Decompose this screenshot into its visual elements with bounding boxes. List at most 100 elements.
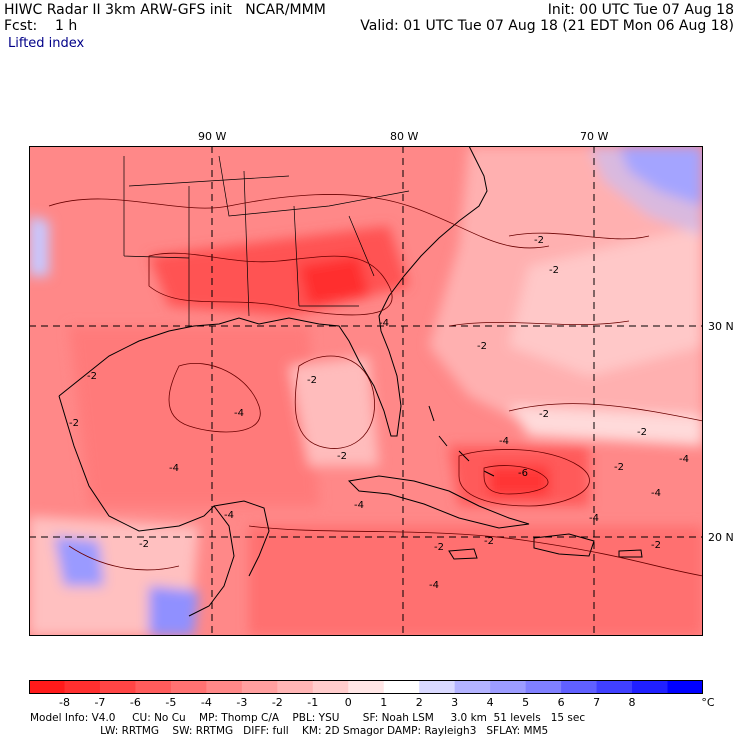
colorbar-tick-label: 6 — [557, 696, 565, 709]
colorbar — [29, 680, 703, 694]
colorbar-tick-label: -8 — [58, 696, 70, 709]
field-region-stable-band — [509, 406, 703, 446]
colorbar-tick-label: 4 — [486, 696, 494, 709]
colorbar-swatch — [667, 680, 703, 694]
contour-line-e — [294, 355, 375, 449]
colorbar-swatch — [419, 680, 456, 694]
contour-line-a — [48, 194, 550, 249]
contour-label: -4 — [169, 463, 179, 474]
field-region-atlantic-lighter — [509, 226, 703, 376]
colorbar-unit: °C — [701, 696, 715, 709]
colorbar-tick-label: -1 — [307, 696, 319, 709]
lon-label-90w: 90 W — [198, 130, 227, 143]
colorbar-swatch — [632, 680, 669, 694]
colorbar-swatch — [206, 680, 243, 694]
contour-label: -2 — [139, 539, 149, 550]
contour-label: -2 — [69, 418, 79, 429]
colorbar-swatch — [348, 680, 385, 694]
contour-label: -4 — [234, 408, 244, 419]
contour-line-i — [68, 545, 180, 571]
field-region-texas-stable — [29, 216, 49, 276]
header-title-left: HIWC Radar II 3km ARW-GFS init NCAR/MMM — [4, 2, 326, 18]
colorbar-swatch — [241, 680, 278, 694]
contour-label: -4 — [379, 318, 389, 329]
contour-label: -2 — [549, 265, 559, 276]
colorbar-tick-label: 7 — [593, 696, 601, 709]
contour-label: -4 — [224, 510, 234, 521]
colorbar-swatch — [277, 680, 314, 694]
contour-line-b — [148, 252, 393, 316]
colorbar-tick-label: 0 — [344, 696, 352, 709]
coastline-us-gulf — [58, 146, 488, 437]
contour-line-h — [248, 525, 703, 577]
colorbar-swatch — [29, 680, 65, 694]
colorbar-tick-label: -2 — [271, 696, 283, 709]
contour-label: -4 — [429, 580, 439, 591]
coastline-jamaica — [448, 548, 478, 560]
contour-line-c — [458, 449, 590, 507]
colorbar-tick-label: -4 — [200, 696, 212, 709]
contour-label: -2 — [87, 371, 97, 382]
coastline-puerto-rico — [618, 549, 643, 558]
contour-label: -2 — [434, 542, 444, 553]
colorbar-swatch — [454, 680, 491, 694]
coastline-bahamas — [428, 405, 495, 477]
contour-label: -2 — [539, 409, 549, 420]
contour-label: -6 — [518, 468, 528, 479]
contour-label: -2 — [614, 462, 624, 473]
contour-label: -4 — [589, 513, 599, 524]
contour-line-j — [448, 320, 630, 327]
footer-physics-info: LW: RRTMG SW: RRTMG DIFF: full KM: 2D Sm… — [30, 725, 549, 737]
colorbar-swatch — [99, 680, 136, 694]
contour-label: -4 — [354, 500, 364, 511]
field-region-stable-blue-light — [589, 146, 703, 236]
contour-line-f — [168, 363, 261, 433]
contour-label: -2 — [534, 235, 544, 246]
colorbar-swatch — [525, 680, 562, 694]
field-region-mexico-stable — [54, 536, 104, 586]
field-region-eastern-gulf-light — [289, 356, 379, 466]
field-region-gulf — [69, 326, 319, 506]
header-init-time: Init: 00 UTC Tue 07 Aug 18 — [547, 2, 734, 18]
colorbar-tick-label: -5 — [165, 696, 177, 709]
contour-line-g — [508, 403, 703, 422]
colorbar-tick-label: 8 — [628, 696, 636, 709]
colorbar-tick-label: -3 — [236, 696, 248, 709]
coastline-cuba — [347, 475, 530, 529]
field-region-central-america-stable — [149, 586, 199, 636]
lon-label-70w: 70 W — [580, 130, 609, 143]
field-region-georgia-core — [299, 256, 369, 306]
colorbar-swatch — [561, 680, 598, 694]
colorbar-tick-label: 3 — [451, 696, 459, 709]
colorbar-tick-label: 1 — [380, 696, 388, 709]
colorbar-swatch — [596, 680, 633, 694]
coastline-hispaniola — [533, 533, 595, 557]
contour-label: -2 — [337, 451, 347, 462]
coastline-yucatan — [213, 500, 270, 577]
header-forecast-hour: Fcst: 1 h — [4, 18, 78, 34]
contour-label: -4 — [499, 436, 509, 447]
contour-line-d — [483, 465, 549, 495]
contour-label: -2 — [484, 536, 494, 547]
colorbar-swatch — [490, 680, 527, 694]
field-region-bahamas-max — [489, 466, 549, 496]
lat-label-20n: 20 N — [708, 531, 734, 544]
colorbar-tick-label: -7 — [94, 696, 106, 709]
lat-label-30n: 30 N — [708, 320, 734, 333]
map-frame — [29, 146, 703, 636]
colorbar-swatch — [312, 680, 349, 694]
contour-label: -4 — [679, 454, 689, 465]
contour-label: -2 — [651, 540, 661, 551]
colorbar-swatch — [135, 680, 172, 694]
contour-line-k — [508, 232, 650, 240]
footer-model-info: Model Info: V4.0 CU: No Cu MP: Thomp C/A… — [30, 712, 586, 724]
colorbar-tick-label: -6 — [129, 696, 141, 709]
contour-label: -2 — [477, 341, 487, 352]
contour-label: -2 — [307, 375, 317, 386]
coastline-mexico — [58, 395, 235, 617]
header-valid-time: Valid: 01 UTC Tue 07 Aug 18 (21 EDT Mon … — [360, 18, 734, 34]
colorbar-tick-label: 5 — [522, 696, 530, 709]
colorbar-swatch — [64, 680, 101, 694]
contour-label: -2 — [637, 427, 647, 438]
state-boundaries — [123, 155, 410, 326]
